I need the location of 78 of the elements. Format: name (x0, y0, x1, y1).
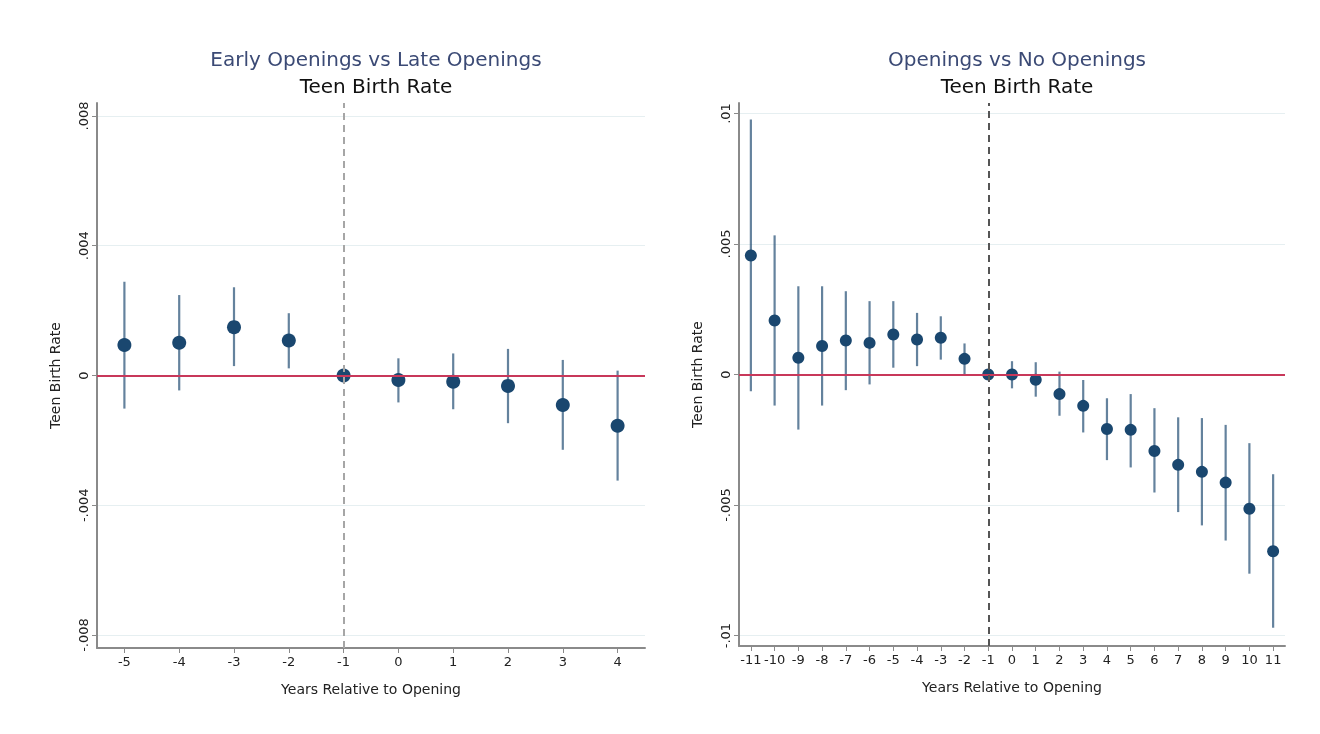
chart-title: Openings vs No Openings (887, 47, 1147, 71)
y-tick-label: -.004 (76, 488, 91, 523)
point (172, 335, 187, 350)
x-tick-label: -3 (227, 654, 241, 669)
point (501, 378, 515, 393)
point (863, 336, 876, 349)
point (281, 333, 296, 348)
point (839, 334, 852, 347)
point (1195, 465, 1208, 478)
point (1053, 388, 1066, 401)
point (958, 352, 971, 365)
x-tick-label: 2 (1055, 652, 1064, 667)
x-tick-label: -1 (337, 654, 351, 669)
x-tick-label: -4 (172, 654, 186, 669)
x-tick-label: 1 (449, 654, 458, 669)
x-tick-label: 8 (1197, 652, 1207, 667)
y-axis-title: Teen Birth Rate (689, 321, 705, 429)
y-tick-label: .004 (76, 231, 91, 261)
x-tick-label: 4 (613, 654, 622, 669)
x-tick-label: -10 (763, 652, 786, 667)
x-tick-label: 4 (1102, 652, 1112, 667)
x-tick-label: -9 (791, 652, 805, 667)
point (1172, 458, 1185, 471)
x-tick-label: -7 (839, 652, 853, 667)
x-tick-label: -4 (910, 652, 924, 667)
x-tick-label: 0 (1007, 652, 1017, 667)
x-tick-label: 5 (1126, 652, 1135, 667)
x-tick-label: -6 (863, 652, 877, 667)
x-tick-label: -8 (815, 652, 829, 667)
y-tick-label: -.005 (718, 488, 733, 522)
x-tick-label: 3 (558, 654, 567, 669)
x-tick-label: 2 (503, 654, 513, 669)
x-tick-label: -1 (981, 652, 995, 667)
x-tick-label: -2 (958, 652, 972, 667)
x-tick-label: -11 (740, 652, 762, 667)
y-tick-label: 0 (718, 370, 733, 379)
y-tick-label: .01 (718, 103, 733, 124)
point (1148, 444, 1161, 457)
x-tick-label: -3 (934, 652, 948, 667)
y-axis-title: Teen Birth Rate (47, 322, 63, 430)
x-tick-label: 6 (1150, 652, 1159, 667)
point (1077, 399, 1090, 412)
x-tick-label: 9 (1221, 652, 1230, 667)
x-tick-label: 10 (1241, 652, 1258, 667)
chart-subtitle: Teen Birth Rate (298, 74, 453, 98)
y-tick-label: -.01 (718, 622, 733, 649)
x-axis-title: Years Relative to Opening (280, 681, 461, 697)
point (1267, 545, 1280, 558)
point (555, 398, 570, 413)
x-tick-label: 1 (1031, 652, 1040, 667)
x-tick-label: -5 (886, 652, 900, 667)
y-tick-label: 0 (76, 371, 91, 380)
point (744, 249, 757, 262)
x-tick-label: 7 (1174, 652, 1183, 667)
point (816, 340, 829, 353)
y-tick-label: .008 (76, 101, 91, 131)
chart-subtitle: Teen Birth Rate (939, 74, 1094, 98)
x-tick-label: 11 (1264, 652, 1282, 667)
y-tick-label: .005 (718, 229, 733, 259)
point (911, 333, 924, 346)
point (887, 328, 900, 341)
x-tick-label: -5 (117, 654, 131, 669)
point (1124, 423, 1137, 436)
point (792, 351, 805, 364)
x-tick-label: -2 (282, 654, 296, 669)
point (117, 338, 132, 352)
point (768, 314, 781, 327)
x-tick-label: 3 (1079, 652, 1088, 667)
point (1219, 476, 1232, 489)
point (610, 418, 625, 433)
point (227, 320, 241, 335)
point (1100, 423, 1113, 436)
x-axis-title: Years Relative to Opening (921, 679, 1102, 695)
x-tick-label: 0 (394, 654, 403, 669)
point (1243, 502, 1256, 515)
point (934, 331, 947, 344)
y-tick-label: -.008 (76, 618, 91, 652)
chart-title: Early Openings vs Late Openings (210, 47, 542, 71)
